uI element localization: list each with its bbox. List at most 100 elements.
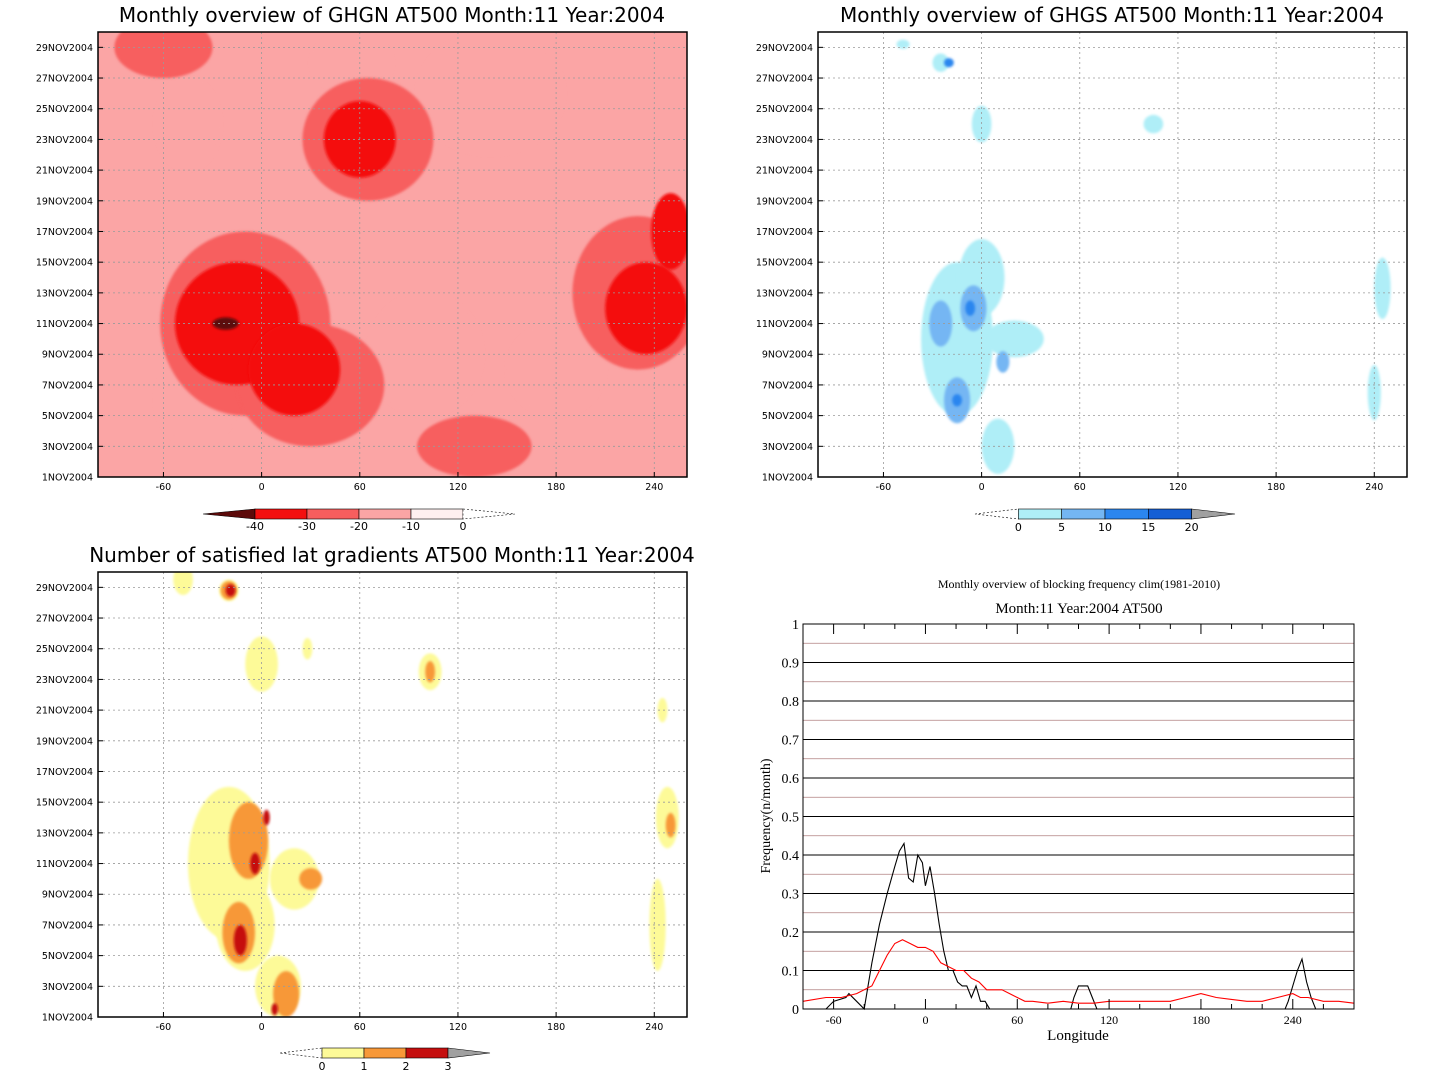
ghgs-gridlines xyxy=(818,32,1407,478)
contour-region xyxy=(245,636,278,692)
y-tick-label: 17NOV2004 xyxy=(36,227,93,238)
colorbar-bin xyxy=(306,508,360,520)
contour-region xyxy=(425,661,436,683)
x-tick-label: 240 xyxy=(1365,482,1383,493)
blocking-x-axis-label: Longitude xyxy=(1047,1028,1109,1044)
ghgs-x-ticks: -60 0 60 120 180 240 xyxy=(876,472,1383,493)
blocking-frequency-panel: Monthly overview of blocking frequency c… xyxy=(759,577,1355,1044)
y-tick-label: 1NOV2004 xyxy=(42,473,93,484)
y-tick-label: 11NOV2004 xyxy=(36,319,93,330)
series-line-black xyxy=(803,841,1354,1011)
ghgs-title: Monthly overview of GHGS AT500 Month:11 … xyxy=(840,3,1384,27)
colorbar-over-triangle xyxy=(462,508,516,520)
y-tick-label: 23NOV2004 xyxy=(36,675,93,686)
blocking-title: Monthly overview of blocking frequency c… xyxy=(938,577,1220,591)
y-tick-label: 15NOV2004 xyxy=(36,798,93,809)
contour-region xyxy=(248,323,341,416)
colorbar-bin xyxy=(1148,508,1192,520)
contour-region xyxy=(302,637,313,660)
x-tick-label: 180 xyxy=(1267,482,1285,493)
ghgs-field xyxy=(818,32,1407,477)
contour-region xyxy=(155,78,221,171)
y-tick-label: 7NOV2004 xyxy=(762,380,813,391)
x-tick-label: 240 xyxy=(645,482,663,493)
x-tick-label: 180 xyxy=(1192,1013,1210,1027)
y-tick-label: 0.6 xyxy=(782,772,800,787)
colorbar-over-triangle xyxy=(1191,508,1236,520)
contour-region xyxy=(929,300,953,347)
contour-region xyxy=(310,32,393,94)
contour-region xyxy=(250,852,260,875)
y-tick-label: 11NOV2004 xyxy=(756,319,813,330)
colorbar-bin xyxy=(1061,508,1106,520)
y-tick-label: 1NOV2004 xyxy=(762,473,813,484)
contour-region xyxy=(269,848,319,910)
y-tick-label: 29NOV2004 xyxy=(36,583,93,594)
contour-region xyxy=(212,317,239,330)
contour-region xyxy=(271,1003,278,1016)
y-tick-label: 13NOV2004 xyxy=(36,828,93,839)
y-tick-label: 9NOV2004 xyxy=(42,350,93,361)
lat-gradients-title: Number of satisfied lat gradients AT500 … xyxy=(89,543,695,567)
y-tick-label: 25NOV2004 xyxy=(36,644,93,655)
x-tick-label: -60 xyxy=(876,482,892,493)
x-tick-label: 60 xyxy=(1011,1013,1023,1027)
y-tick-label: 0.7 xyxy=(782,734,800,749)
y-tick-label: 23NOV2004 xyxy=(756,135,813,146)
blocking-gridlines xyxy=(803,642,1354,991)
contour-region xyxy=(984,320,1044,358)
blocking-x-ticks: -60 0 60 120 180 240 xyxy=(802,624,1355,1027)
colorbar-bin xyxy=(1018,508,1062,520)
y-tick-label: 0.5 xyxy=(782,811,800,826)
y-tick-label: 13NOV2004 xyxy=(756,288,813,299)
y-tick-label: 0.8 xyxy=(782,695,800,710)
y-tick-label: 29NOV2004 xyxy=(36,43,93,54)
y-tick-label: 19NOV2004 xyxy=(36,196,93,207)
x-tick-label: -60 xyxy=(156,482,172,493)
y-tick-label: 5NOV2004 xyxy=(42,411,93,422)
ghgn-gridlines xyxy=(98,32,687,478)
ghgn-panel: Monthly overview of GHGN AT500 Month:11 … xyxy=(36,3,688,533)
colorbar-under-triangle xyxy=(279,1047,323,1059)
y-tick-label: 25NOV2004 xyxy=(756,104,813,115)
x-tick-label: 0 xyxy=(979,482,985,493)
colorbar-label: -10 xyxy=(402,520,420,533)
colorbar-label: 5 xyxy=(1058,521,1065,534)
ghgn-colorbar: -40 -30 -20 -10 0 xyxy=(202,508,516,533)
x-tick-label: 60 xyxy=(1074,482,1086,493)
y-tick-label: 0.1 xyxy=(782,965,800,980)
x-tick-label: 120 xyxy=(1169,482,1187,493)
contour-region xyxy=(299,868,323,890)
field-background xyxy=(818,32,1407,477)
ghgs-panel: Monthly overview of GHGS AT500 Month:11 … xyxy=(756,3,1408,534)
lat-gradients-field xyxy=(98,572,687,1017)
y-tick-label: 27NOV2004 xyxy=(36,74,93,85)
y-tick-label: 1NOV2004 xyxy=(42,1013,93,1024)
contour-region xyxy=(981,418,1015,474)
blocking-y-axis-label: Frequency(n/month) xyxy=(759,758,774,873)
y-tick-label: 5NOV2004 xyxy=(42,951,93,962)
contour-region xyxy=(263,809,270,826)
contour-region xyxy=(657,697,668,723)
x-tick-label: -60 xyxy=(156,1022,172,1033)
colorbar-label: -30 xyxy=(298,520,316,533)
y-tick-label: 25NOV2004 xyxy=(36,104,93,115)
contour-region xyxy=(273,970,300,1017)
contour-region xyxy=(225,584,236,597)
colorbar-bin xyxy=(321,1047,365,1059)
y-tick-label: 17NOV2004 xyxy=(36,767,93,778)
colorbar-under-triangle xyxy=(974,508,1019,520)
y-tick-label: 3NOV2004 xyxy=(42,442,93,453)
x-tick-label: 240 xyxy=(1284,1013,1302,1027)
ghgs-y-ticks: 1NOV2004 3NOV2004 5NOV2004 7NOV2004 9NOV2004… xyxy=(756,43,823,484)
y-tick-label: 15NOV2004 xyxy=(36,258,93,269)
y-tick-label: 9NOV2004 xyxy=(762,350,813,361)
field-background xyxy=(98,572,687,1017)
x-tick-label: -60 xyxy=(826,1013,842,1027)
lat-gradients-panel: Number of satisfied lat gradients AT500 … xyxy=(36,543,695,1073)
y-tick-label: 0.4 xyxy=(782,849,800,864)
blocking-subtitle: Month:11 Year:2004 AT500 xyxy=(995,601,1162,617)
contour-region xyxy=(971,105,992,143)
y-tick-label: 21NOV2004 xyxy=(36,166,93,177)
contour-region xyxy=(1143,114,1164,134)
